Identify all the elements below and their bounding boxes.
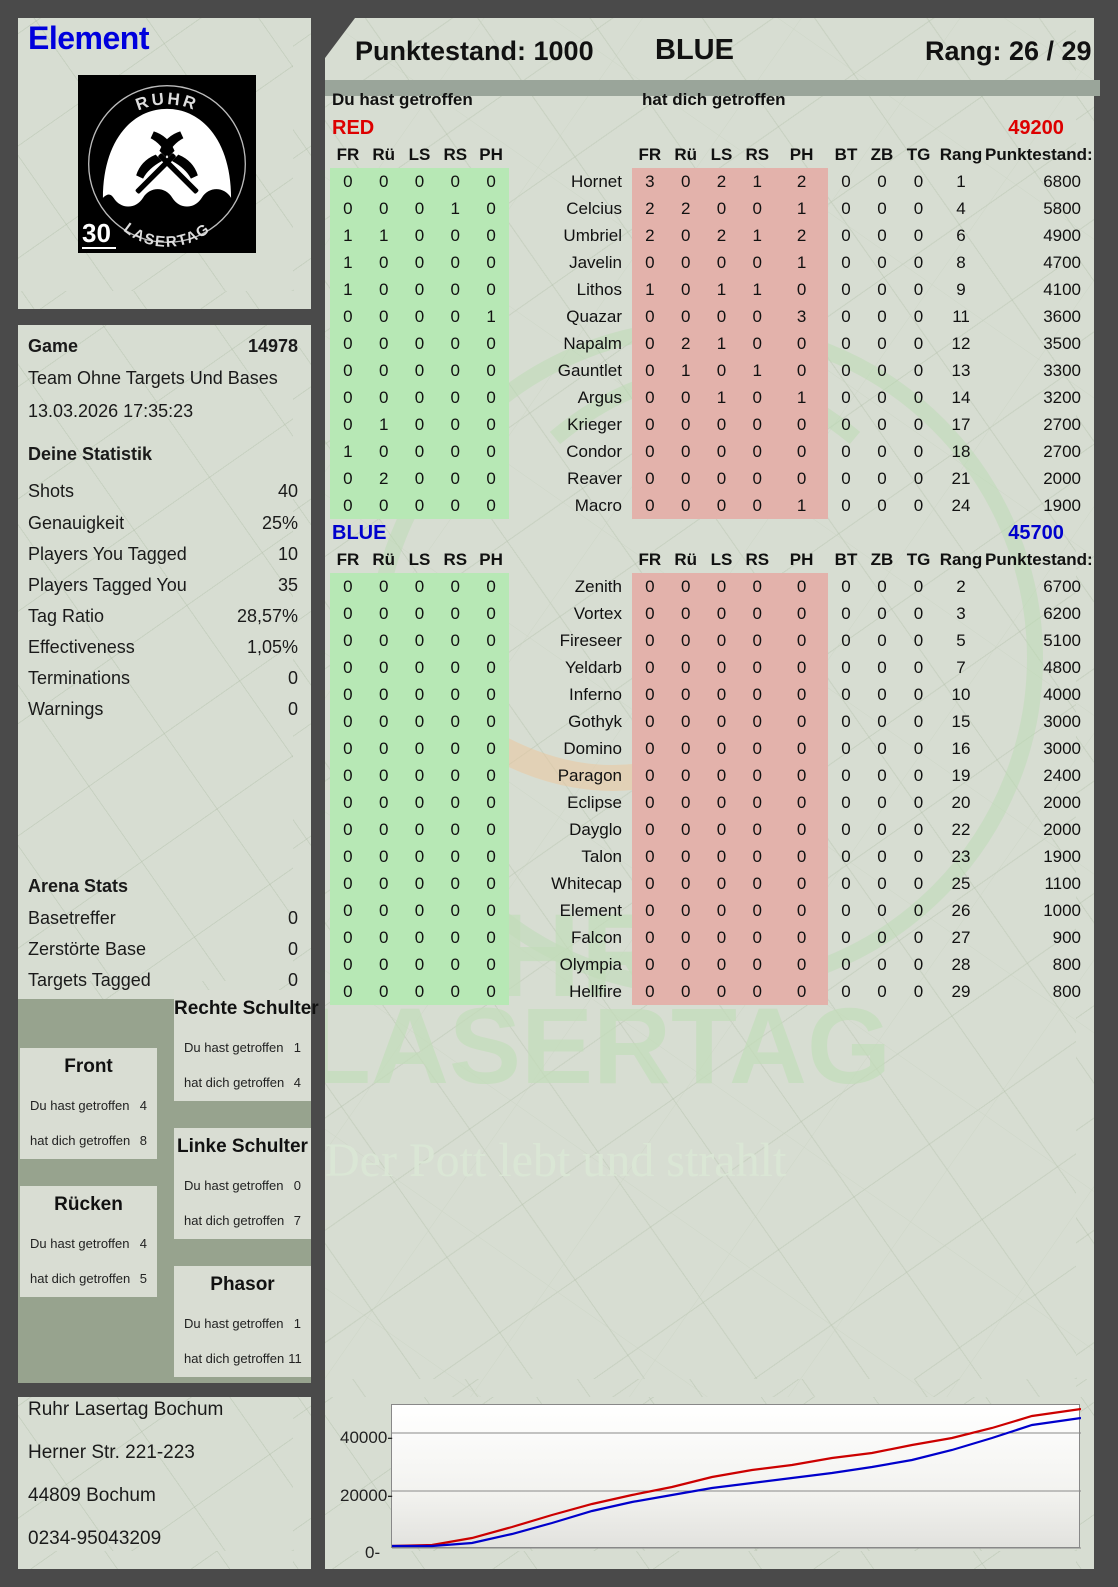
svg-text:Der Pott lebt und strahlt: Der Pott lebt und strahlt: [325, 1134, 787, 1187]
